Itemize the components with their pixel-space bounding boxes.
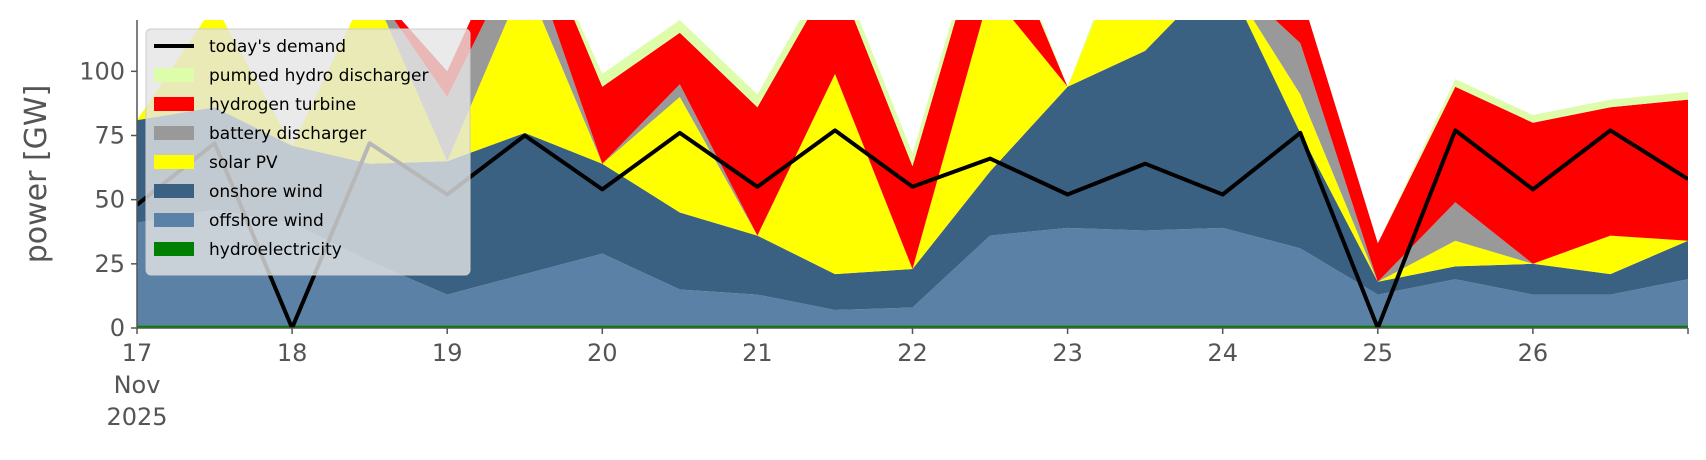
legend-swatch-hydrogen-turbine (154, 97, 194, 111)
x-tick-label: 26 (1518, 339, 1549, 367)
area-offshore-wind (137, 209, 1688, 326)
y-tick-label: 25 (94, 250, 125, 278)
x-tick-label: 17 (122, 339, 153, 367)
area-battery-discharger (137, 20, 1688, 282)
legend-label-hydrogen-turbine: hydrogen turbine (209, 95, 356, 115)
x-tick-label: 25 (1363, 339, 1394, 367)
x-tick-label: 22 (897, 339, 928, 367)
x-tick-label: 24 (1207, 339, 1238, 367)
x-tick-label: 19 (432, 339, 463, 367)
x-tick-label: 18 (277, 339, 308, 367)
legend-swatch-hydroelectricity (154, 242, 194, 256)
x-tick-month: Nov (114, 371, 161, 399)
axes: 0 25 50 75 100 17 Nov 2025 18 19 20 21 22 23 24 25 26 (79, 20, 1689, 431)
legend-swatch-battery-discharger (154, 126, 194, 140)
legend-swatch-solar-pv (154, 155, 194, 169)
legend-label-solar-pv: solar PV (209, 153, 278, 173)
legend-label-offshore-wind: offshore wind (209, 211, 324, 231)
legend-label-today-s-demand: today's demand (209, 37, 346, 57)
legend-swatch-onshore-wind (154, 184, 194, 198)
area-solar-pv (137, 20, 1688, 282)
y-tick-label: 75 (94, 122, 125, 150)
legend-label-battery-discharger: battery discharger (209, 124, 366, 144)
legend-label-hydroelectricity: hydroelectricity (209, 240, 342, 260)
legend: today's demand pumped hydro discharger hyd… (145, 28, 471, 276)
area-onshore-wind (137, 20, 1688, 310)
legend-swatch-offshore-wind (154, 213, 194, 227)
area-hydrogen-turbine (137, 20, 1688, 282)
x-tick-label: 23 (1052, 339, 1083, 367)
y-tick-label: 0 (110, 314, 125, 342)
legend-label-pumped-hydro-discharger: pumped hydro discharger (209, 66, 428, 86)
y-tick-label: 100 (79, 57, 125, 85)
y-tick-label: 50 (94, 186, 125, 214)
legend-label-onshore-wind: onshore wind (209, 182, 323, 202)
x-tick-label: 21 (742, 339, 773, 367)
x-tick-year: 2025 (106, 403, 167, 431)
y-axis-title: power [GW] (19, 85, 54, 264)
x-tick-label: 20 (587, 339, 618, 367)
legend-box (145, 28, 471, 276)
legend-swatch-pumped-hydro-discharger (154, 68, 194, 82)
